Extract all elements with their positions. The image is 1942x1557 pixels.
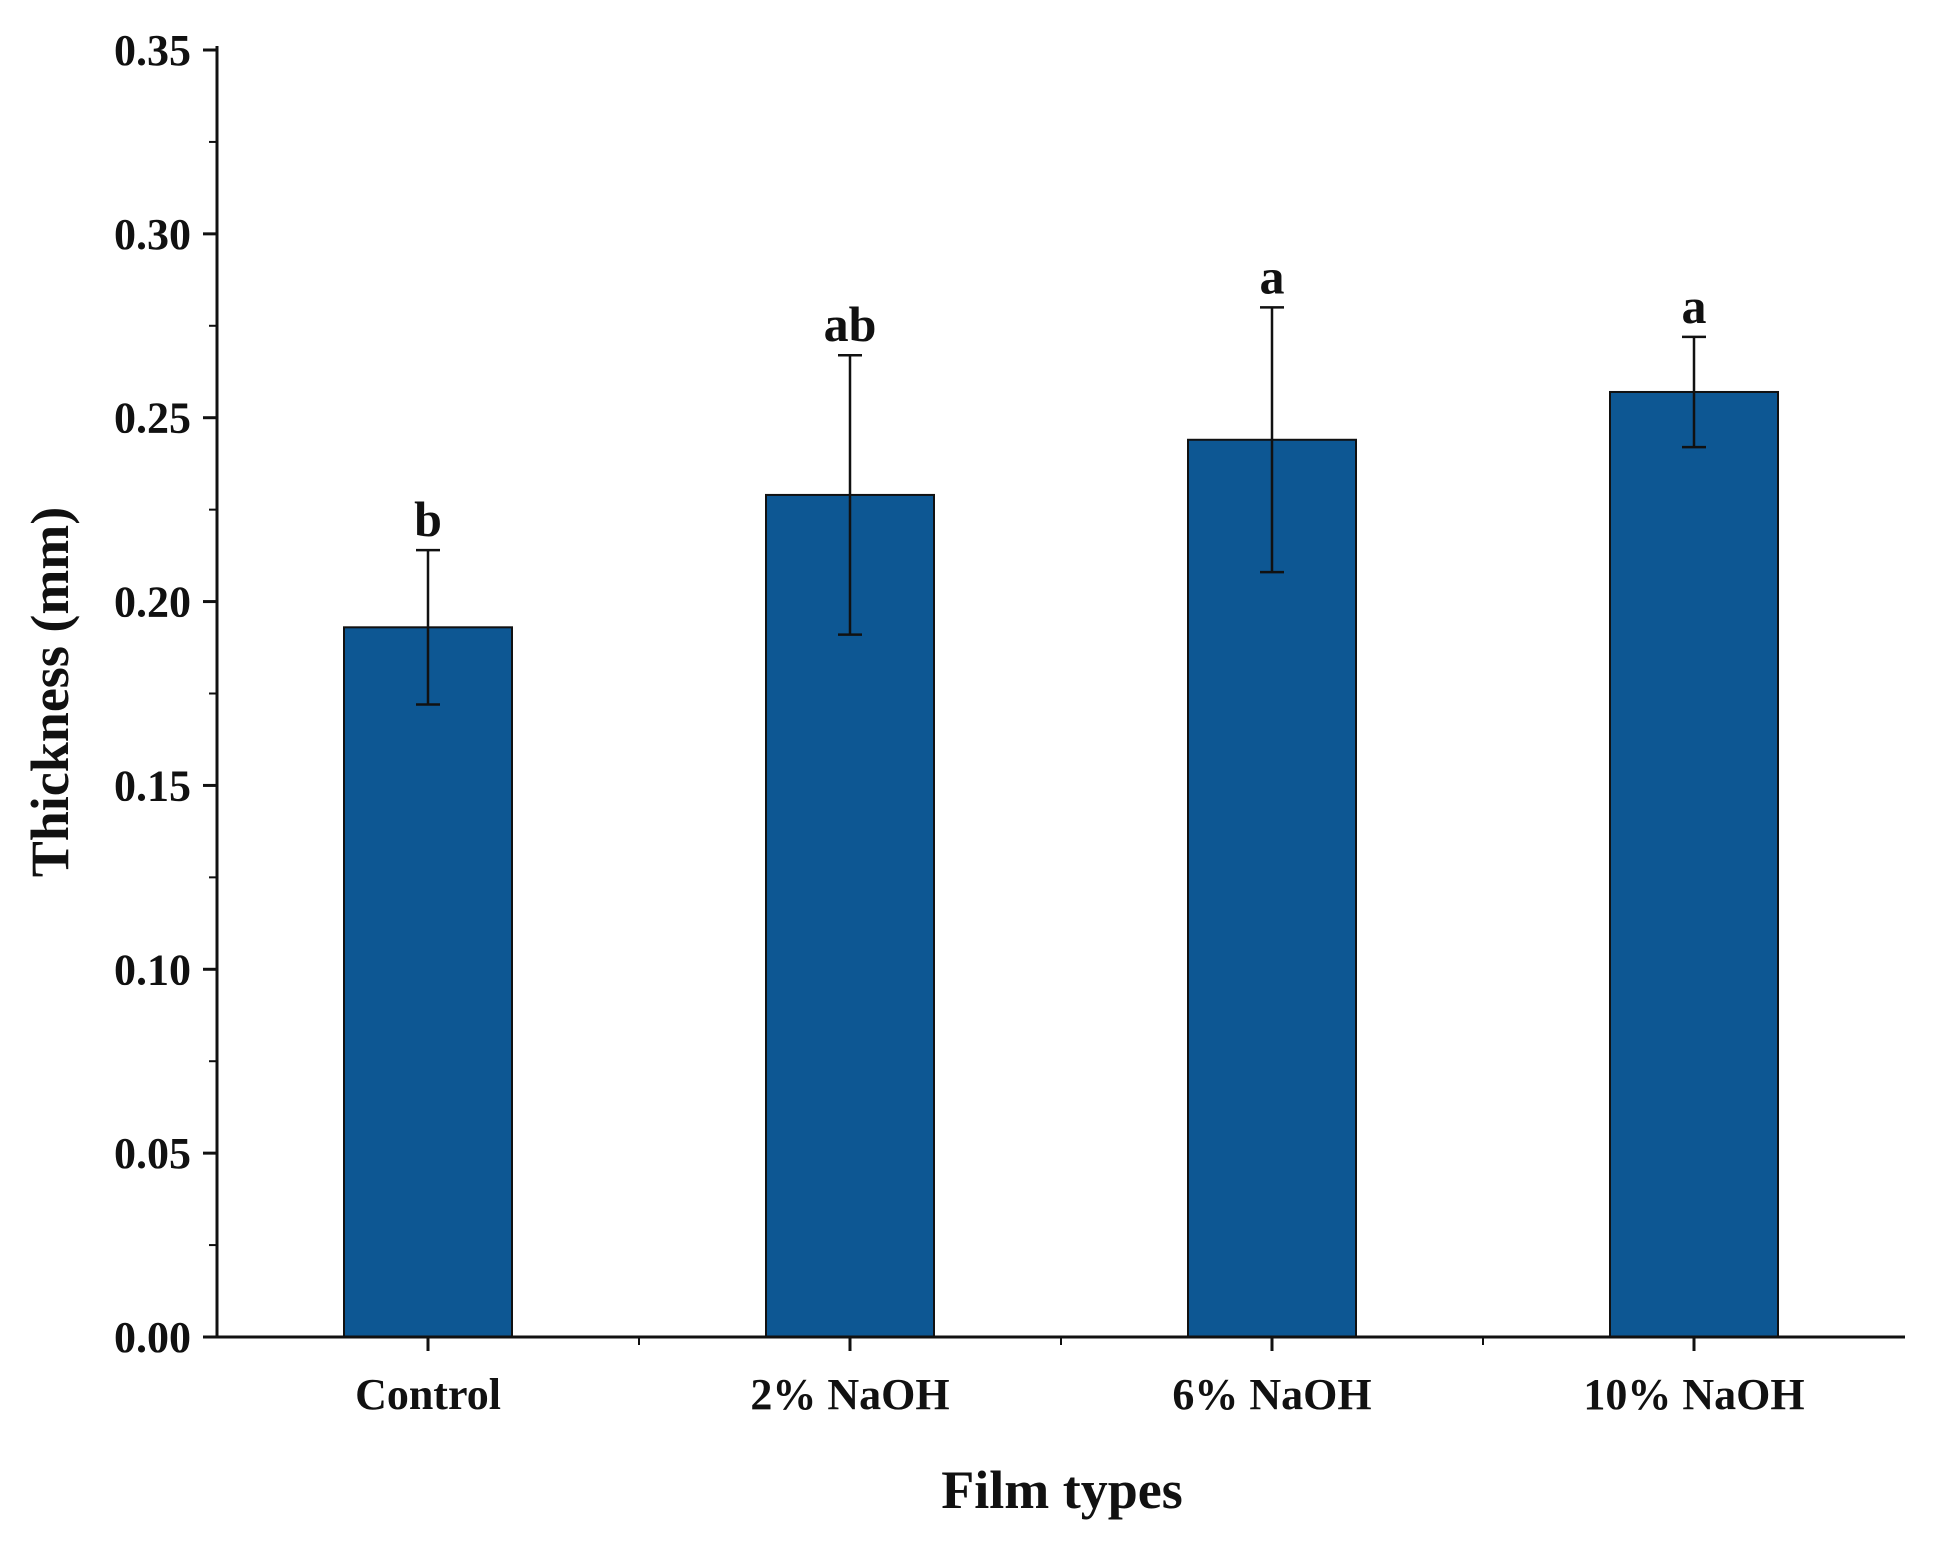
significance-label-0: b bbox=[414, 491, 442, 547]
y-tick-label-4: 0.20 bbox=[114, 578, 191, 627]
significance-label-3: a bbox=[1682, 278, 1707, 334]
x-axis-title: Film types bbox=[941, 1460, 1182, 1520]
y-tick-label-3: 0.15 bbox=[114, 761, 191, 810]
labels-layer: b ab a a 0.00 0.05 0.10 0.15 0.20 0.25 0.30 0.35 Con… bbox=[114, 26, 1805, 1419]
y-tick-label-2: 0.10 bbox=[114, 945, 191, 994]
x-tick-label-2: 6% NaOH bbox=[1172, 1370, 1371, 1419]
y-tick-label-5: 0.25 bbox=[114, 394, 191, 443]
bar-0 bbox=[343, 626, 513, 1338]
y-axis-title: Thickness (mm) bbox=[20, 507, 80, 878]
significance-label-2: a bbox=[1260, 248, 1285, 304]
y-tick-label-7: 0.35 bbox=[114, 26, 191, 75]
y-tick-label-1: 0.05 bbox=[114, 1129, 191, 1178]
x-tick-label-1: 2% NaOH bbox=[750, 1370, 949, 1419]
x-tick-label-0: Control bbox=[355, 1370, 501, 1419]
y-tick-label-6: 0.30 bbox=[114, 210, 191, 259]
x-tick-label-3: 10% NaOH bbox=[1583, 1370, 1804, 1419]
error-bars-layer bbox=[416, 306, 1706, 706]
axes-layer bbox=[203, 46, 1905, 1351]
bar-2 bbox=[1187, 438, 1357, 1338]
y-tick-label-0: 0.00 bbox=[114, 1313, 191, 1362]
significance-label-1: ab bbox=[824, 296, 877, 352]
bars-layer bbox=[343, 390, 1779, 1339]
bar-3 bbox=[1609, 390, 1779, 1338]
